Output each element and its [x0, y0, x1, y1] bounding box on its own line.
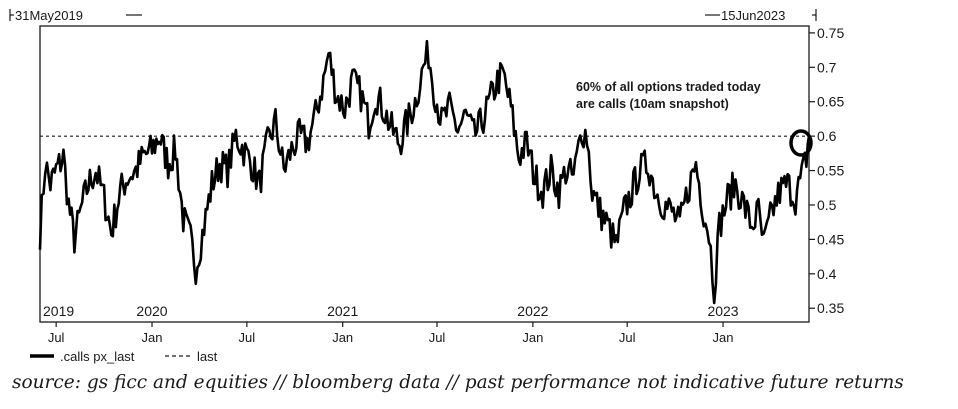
annotation-line-1: 60% of all options traded today — [576, 80, 761, 94]
x-tick-label: Jul — [239, 330, 256, 345]
legend-label-last: last — [197, 349, 218, 364]
source-note: source: gs ficc and equities // bloomber… — [12, 372, 904, 393]
year-label: 2023 — [707, 303, 738, 319]
year-label: 2019 — [43, 303, 74, 319]
series-line-calls-px-last — [38, 39, 811, 305]
x-tick-label: Jul — [429, 330, 446, 345]
x-tick-label: Jul — [48, 330, 65, 345]
y-axis: 0.35 0.4 0.45 0.5 0.55 0.6 0.65 0.7 0.75 — [809, 25, 844, 316]
y-tick-label: 0.45 — [817, 231, 844, 247]
x-tick-label: Jan — [713, 330, 734, 345]
y-tick-label: 0.65 — [817, 94, 844, 110]
range-header: 31May2019 15Jun2023 — [9, 8, 817, 23]
y-tick-label: 0.35 — [817, 300, 844, 316]
annotation: 60% of all options traded today are call… — [576, 80, 813, 157]
range-start-label: 31May2019 — [15, 8, 83, 23]
legend: .calls px_last last — [30, 349, 218, 364]
y-tick-label: 0.75 — [817, 25, 844, 41]
y-tick-label: 0.55 — [817, 163, 844, 179]
annotation-line-2: are calls (10am snapshot) — [576, 97, 729, 111]
x-tick-label: Jan — [142, 330, 163, 345]
plot-frame — [39, 25, 810, 323]
calls-ratio-chart: 31May2019 15Jun2023 2019 2020 2021 2022 2023… — [9, 8, 844, 364]
y-tick-label: 0.5 — [817, 197, 837, 213]
legend-label-series: .calls px_last — [60, 349, 135, 364]
x-axis: Jul Jan Jul Jan Jul Jan Jul Jan — [48, 322, 734, 345]
range-end-label: 15Jun2023 — [721, 8, 785, 23]
year-label: 2022 — [517, 303, 548, 319]
y-tick-label: 0.6 — [817, 128, 837, 144]
y-tick-label: 0.7 — [817, 59, 837, 75]
x-tick-label: Jan — [522, 330, 543, 345]
y-tick-label: 0.4 — [817, 266, 837, 282]
x-tick-label: Jan — [332, 330, 353, 345]
year-label: 2020 — [136, 303, 167, 319]
year-label: 2021 — [327, 303, 358, 319]
x-tick-label: Jul — [619, 330, 636, 345]
annotation-circle — [789, 129, 813, 157]
year-labels: 2019 2020 2021 2022 2023 — [43, 303, 739, 319]
